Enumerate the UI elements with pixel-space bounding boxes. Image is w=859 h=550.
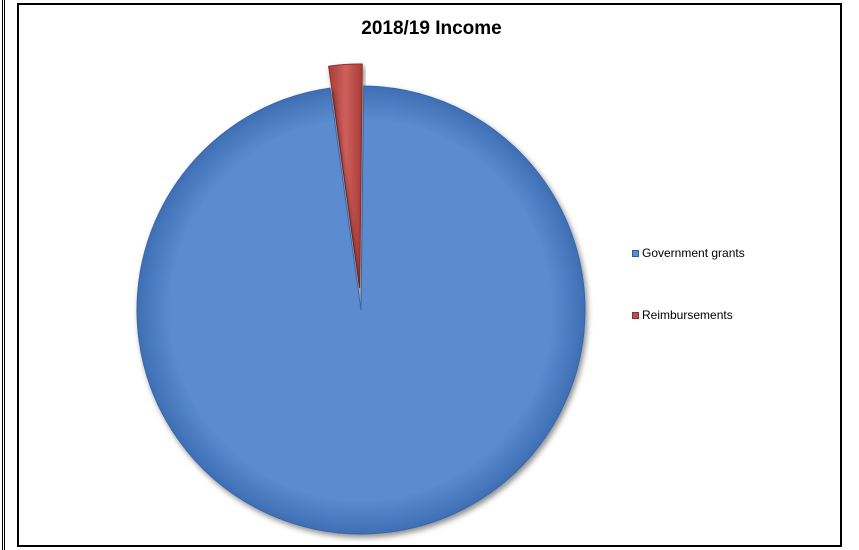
pie-slice-government-grants <box>136 85 586 535</box>
legend-item-reimbursements: Reimbursements <box>632 307 745 323</box>
legend-swatch-reimbursements <box>632 311 639 319</box>
pie-slice-reimbursements <box>328 63 363 289</box>
left-border-rule <box>2 0 5 550</box>
legend-label-reimbursements: Reimbursements <box>642 308 733 322</box>
legend-label-government-grants: Government grants <box>642 246 745 260</box>
chart-frame: 2018/19 Income Government grants Reim <box>17 3 842 547</box>
pie-chart <box>136 63 586 535</box>
legend-item-government-grants: Government grants <box>632 245 745 261</box>
chart-legend: Government grants Reimbursements <box>632 245 745 323</box>
legend-swatch-government-grants <box>632 249 639 257</box>
chart-title: 2018/19 Income <box>361 18 502 39</box>
